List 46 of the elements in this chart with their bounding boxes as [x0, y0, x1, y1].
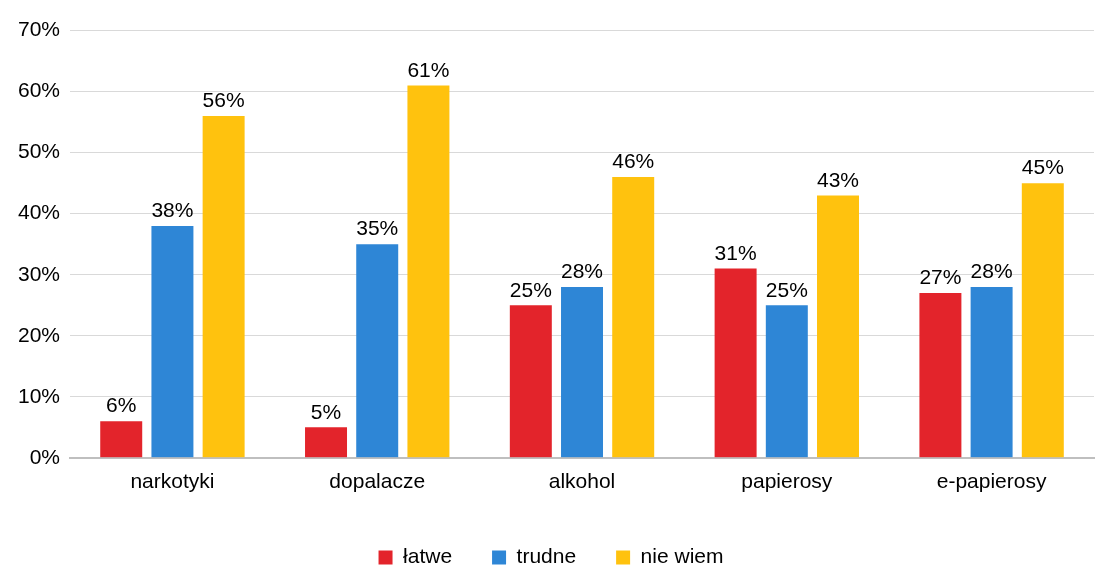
x-tick-label: alkohol — [548, 469, 616, 493]
data-label: 43% — [816, 167, 860, 191]
y-tick-label: 50% — [18, 139, 61, 163]
legend-label: łatwe — [403, 544, 453, 568]
bar — [100, 421, 143, 458]
bar — [356, 244, 399, 458]
bar — [970, 286, 1013, 458]
data-label: 5% — [310, 399, 342, 423]
bar — [817, 195, 859, 458]
data-label: 61% — [407, 57, 450, 81]
data-label: 28% — [970, 259, 1013, 283]
data-label: 38% — [151, 198, 194, 222]
bar — [1021, 183, 1064, 458]
data-label: 25% — [509, 277, 552, 301]
legend-label: nie wiem — [640, 544, 724, 568]
data-label: 25% — [765, 277, 808, 301]
data-label: 46% — [612, 149, 655, 173]
y-tick-label: 10% — [18, 383, 61, 407]
data-label: 6% — [106, 393, 137, 417]
data-label: 45% — [1021, 155, 1064, 179]
x-tick-label: e-papierosy — [936, 469, 1047, 493]
bar — [919, 293, 962, 458]
y-tick-label: 20% — [18, 322, 61, 346]
data-label: 28% — [561, 259, 604, 283]
legend-label: trudne — [516, 544, 577, 568]
y-tick-label: 30% — [18, 261, 61, 285]
data-label: 31% — [714, 240, 757, 264]
bar — [612, 177, 655, 458]
bar — [561, 286, 604, 458]
y-tick-label: 0% — [29, 444, 61, 468]
data-label: 35% — [356, 216, 399, 240]
x-tick-label: dopalacze — [329, 469, 426, 493]
y-tick-label: 60% — [18, 78, 61, 102]
bar — [714, 268, 757, 458]
bar — [509, 305, 552, 458]
x-tick-label: narkotyki — [130, 469, 215, 493]
bar — [305, 427, 348, 458]
bar — [151, 225, 194, 458]
bar — [407, 85, 450, 458]
x-tick-label: papierosy — [741, 469, 833, 493]
bar — [765, 305, 808, 458]
y-tick-label: 70% — [18, 17, 61, 41]
y-tick-label: 40% — [18, 200, 61, 224]
data-label: 56% — [202, 88, 245, 112]
data-label: 27% — [919, 265, 962, 289]
bar — [202, 116, 245, 458]
